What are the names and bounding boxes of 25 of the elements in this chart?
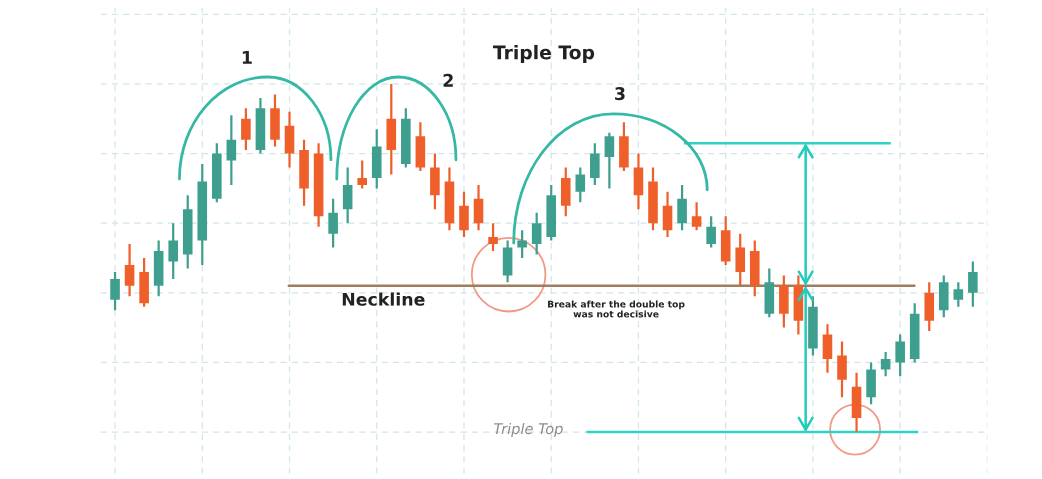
candlestick bbox=[124, 242, 135, 298]
ref-line-label: Neckline bbox=[342, 292, 425, 306]
candlestick bbox=[110, 270, 120, 312]
candlestick bbox=[357, 159, 368, 190]
candlestick bbox=[531, 211, 542, 256]
candlestick bbox=[691, 201, 702, 232]
text: 1 bbox=[242, 51, 252, 64]
candlestick bbox=[241, 107, 251, 152]
annotation: 2 bbox=[443, 73, 453, 87]
ref-line-label: Triple Top bbox=[494, 422, 563, 437]
candlestick bbox=[706, 215, 716, 249]
annotation: 3 bbox=[615, 87, 625, 101]
chart-title: Triple Top bbox=[492, 44, 595, 64]
candlestick bbox=[968, 260, 978, 308]
candlestick bbox=[895, 333, 905, 378]
candlestick bbox=[328, 197, 338, 249]
annotation: Break after the double top was not decisive bbox=[548, 300, 685, 318]
candlestick bbox=[575, 166, 586, 204]
candlestick bbox=[488, 222, 498, 253]
candlestick bbox=[953, 281, 964, 308]
candlestick bbox=[517, 229, 527, 260]
candlestick bbox=[880, 350, 891, 378]
candlestick bbox=[604, 131, 615, 190]
candlestick bbox=[168, 222, 178, 280]
candlestick bbox=[226, 114, 237, 187]
